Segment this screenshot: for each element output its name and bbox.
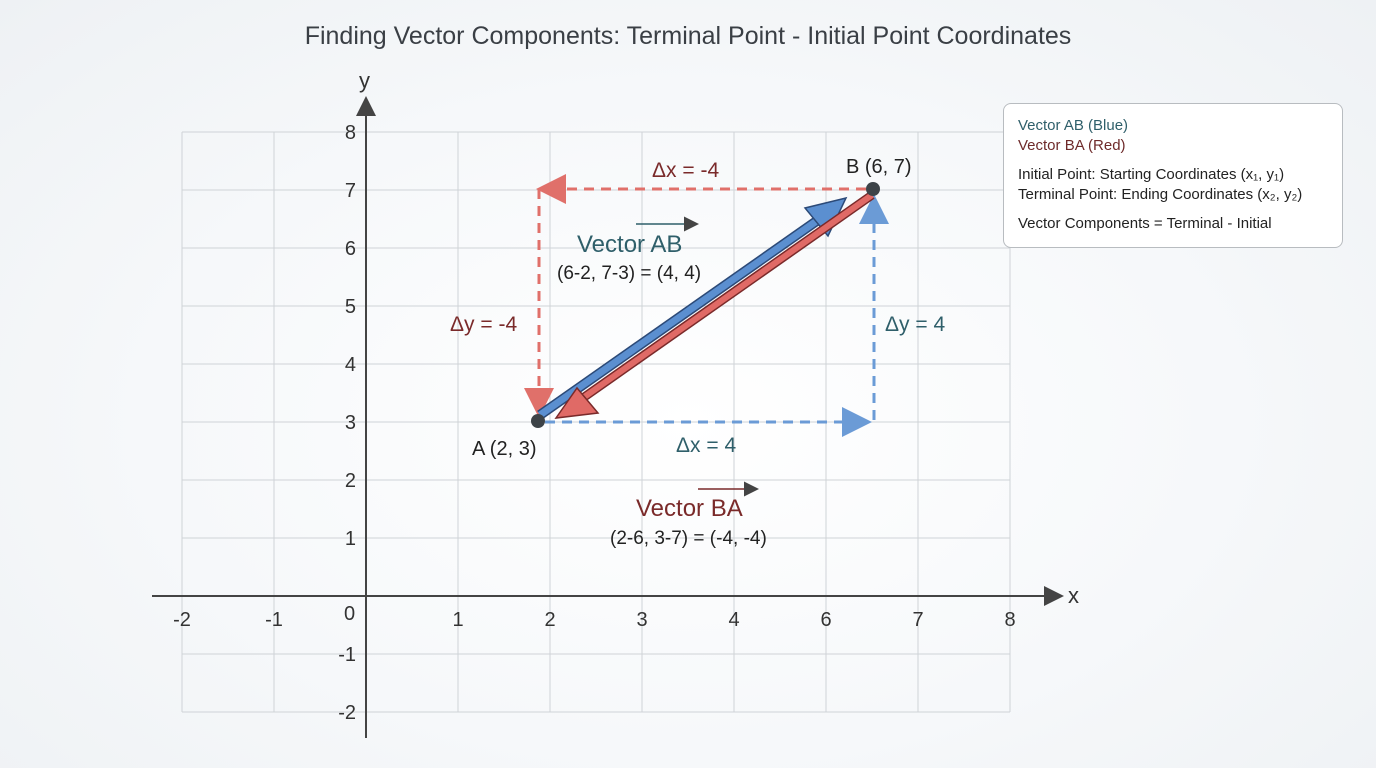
vector-ab-title: Vector AB (577, 231, 682, 258)
point-a (531, 414, 545, 428)
point-b-label: B (6, 7) (846, 156, 912, 178)
vector-ba-calc: (2-6, 3-7) = (-4, -4) (610, 528, 767, 549)
y-tick-label: 5 (345, 296, 356, 318)
x-tick-label: -2 (173, 609, 191, 631)
legend-initial-point: Initial Point: Starting Coordinates (x₁,… (1018, 166, 1285, 183)
x-tick-label: 2 (544, 609, 555, 631)
x-tick-label: 4 (728, 609, 739, 631)
vector-ab-calc: (6-2, 7-3) = (4, 4) (557, 263, 701, 284)
y-tick-label: 8 (345, 122, 356, 144)
y-tick-label: 3 (345, 412, 356, 434)
dx-ab-label: Δx = 4 (676, 434, 736, 457)
diagram-title: Finding Vector Components: Terminal Poin… (304, 22, 1072, 50)
x-axis-label: x (1068, 583, 1079, 608)
y-tick-label: 4 (345, 354, 356, 376)
legend-terminal-point: Terminal Point: Ending Coordinates (x₂, … (1018, 186, 1303, 203)
legend-formula: Vector Components = Terminal - Initial (1018, 215, 1272, 232)
y-tick-label: -2 (338, 702, 356, 724)
vector-ba-arrow (554, 191, 875, 419)
x-tick-label: 7 (912, 609, 923, 631)
dy-ba-label: Δy = -4 (450, 313, 517, 336)
vector-ba-title: Vector BA (636, 495, 743, 522)
dy-ab-label: Δy = 4 (885, 313, 945, 336)
x-tick-label: 8 (1004, 609, 1015, 631)
vector-ab-arrow (537, 196, 848, 420)
origin-label: 0 (344, 603, 355, 625)
point-a-label: A (2, 3) (472, 438, 536, 460)
legend-vector-ba: Vector BA (Red) (1018, 137, 1126, 154)
y-axis-label: y (359, 68, 370, 93)
point-b (866, 182, 880, 196)
y-tick-label: 2 (345, 470, 356, 492)
x-tick-label: 6 (820, 609, 831, 631)
legend: Vector AB (Blue) Vector BA (Red) Initial… (1003, 103, 1343, 248)
y-tick-label: 1 (345, 528, 356, 550)
dx-ba-label: Δx = -4 (652, 159, 719, 182)
x-tick-label: 1 (452, 609, 463, 631)
y-tick-label: 6 (345, 238, 356, 260)
x-tick-label: 3 (636, 609, 647, 631)
x-tick-label: -1 (265, 609, 283, 631)
y-tick-label: -1 (338, 644, 356, 666)
legend-vector-ab: Vector AB (Blue) (1018, 117, 1129, 134)
y-tick-label: 7 (345, 180, 356, 202)
